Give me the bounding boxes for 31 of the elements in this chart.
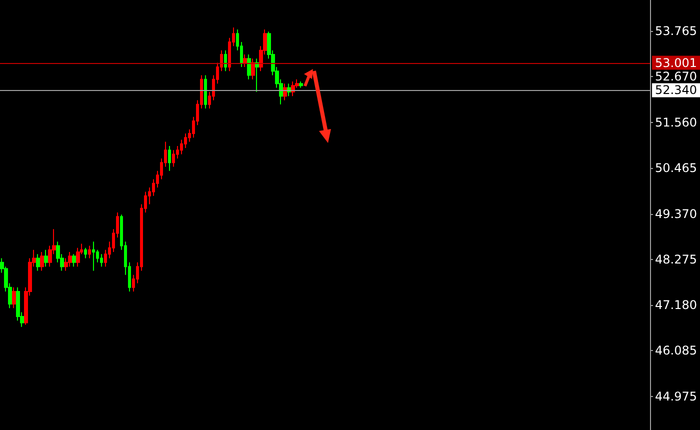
y-tick-label: 51.560 bbox=[655, 116, 698, 130]
candlestick bbox=[100, 254, 103, 268]
candlestick bbox=[299, 81, 303, 88]
candlestick bbox=[68, 252, 72, 268]
ref-line-label: 52.340 bbox=[655, 83, 698, 98]
candlestick bbox=[12, 286, 16, 309]
ref-line-label: 53.001 bbox=[655, 56, 698, 70]
candlestick bbox=[40, 252, 44, 272]
candlestick bbox=[76, 247, 80, 268]
y-tick-label: 44.975 bbox=[655, 390, 698, 404]
candlestick bbox=[168, 145, 171, 172]
candlestick bbox=[172, 150, 175, 168]
candlestick bbox=[36, 254, 40, 272]
y-tick-label: 48.275 bbox=[655, 252, 698, 266]
candlestick bbox=[204, 74, 207, 110]
y-tick-label: 47.180 bbox=[655, 298, 698, 312]
candlestick bbox=[224, 50, 227, 72]
y-tick-label: 52.670 bbox=[655, 70, 698, 84]
candlestick bbox=[247, 54, 251, 80]
candlestick bbox=[243, 54, 247, 68]
candlestick bbox=[84, 247, 87, 259]
y-tick-label: 49.370 bbox=[655, 206, 698, 221]
y-tick-label: 53.765 bbox=[655, 24, 698, 38]
candlestick bbox=[283, 83, 287, 101]
y-tick-label: 50.465 bbox=[655, 161, 698, 176]
candlestick bbox=[251, 58, 255, 80]
candlestick bbox=[92, 241, 95, 272]
candlestick bbox=[72, 254, 76, 268]
y-tick-label: 46.085 bbox=[655, 343, 698, 358]
candlestick bbox=[44, 249, 48, 268]
candlestick bbox=[88, 245, 91, 259]
